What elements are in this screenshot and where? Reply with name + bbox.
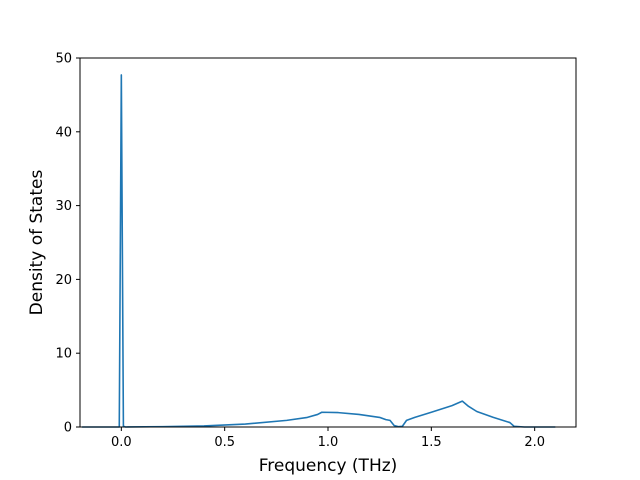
x-tick-label: 2.0 bbox=[524, 435, 545, 450]
y-tick-label: 50 bbox=[55, 52, 72, 67]
x-tick-label: 0.5 bbox=[214, 435, 235, 450]
y-tick-label: 30 bbox=[55, 199, 72, 214]
x-tick-label: 1.0 bbox=[318, 435, 339, 450]
x-tick-label: 1.5 bbox=[421, 435, 442, 450]
x-axis-ticks: 0.0 0.5 1.0 1.5 2.0 bbox=[111, 427, 545, 450]
y-tick-label: 40 bbox=[55, 125, 72, 140]
y-tick-label: 20 bbox=[55, 273, 72, 288]
y-tick-label: 10 bbox=[55, 347, 72, 362]
y-tick-label: 0 bbox=[64, 421, 72, 436]
plot-area-frame bbox=[79, 57, 577, 428]
y-axis-ticks: 0 10 20 30 40 50 bbox=[55, 52, 80, 436]
x-axis-label: Frequency (THz) bbox=[259, 456, 398, 476]
y-axis-label: Density of States bbox=[27, 170, 47, 316]
x-tick-label: 0.0 bbox=[111, 435, 132, 450]
